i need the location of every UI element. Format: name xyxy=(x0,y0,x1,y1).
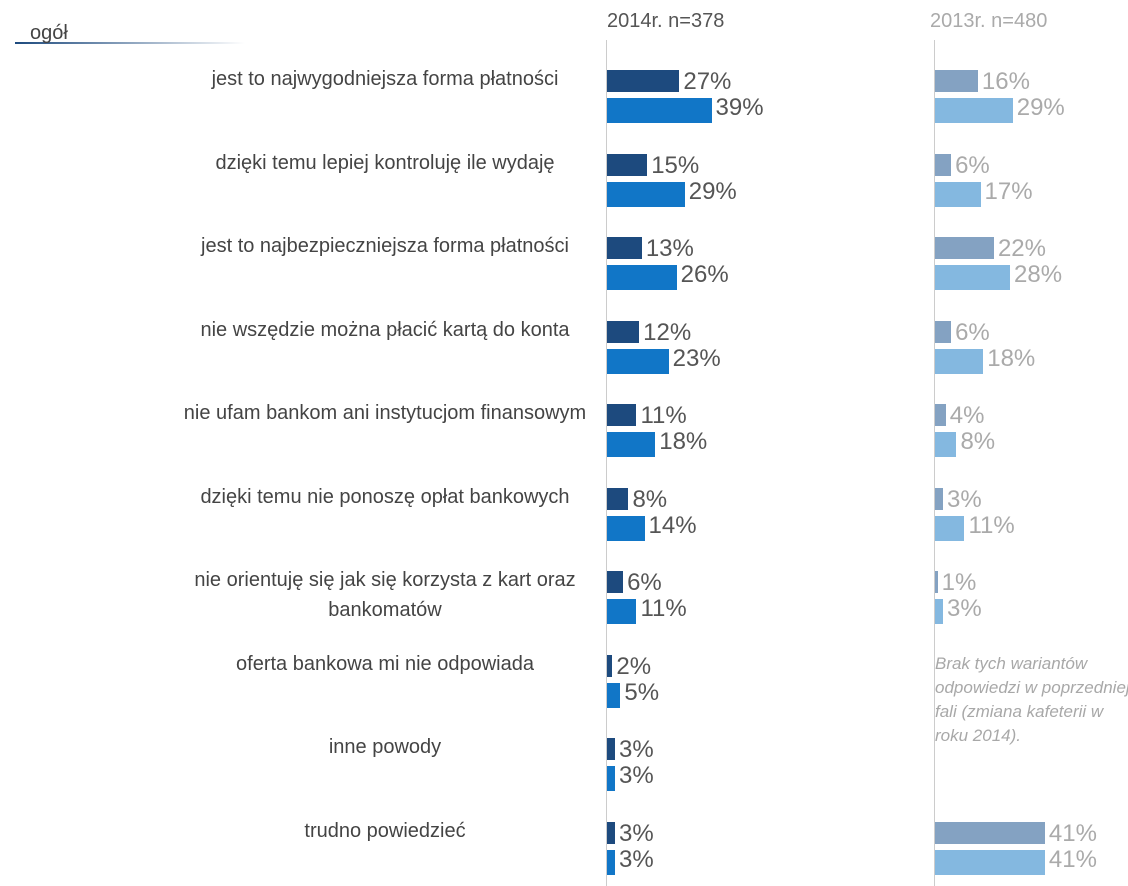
value-label: 16% xyxy=(981,68,1030,95)
bar xyxy=(935,237,994,259)
bar xyxy=(935,265,1011,290)
bar xyxy=(607,682,621,708)
bar xyxy=(607,432,656,457)
value-label: 11% xyxy=(640,402,687,429)
bar xyxy=(607,70,680,92)
value-label: 28% xyxy=(1014,261,1063,288)
axis-line xyxy=(606,40,607,886)
value-label: 18% xyxy=(659,428,708,455)
category-label: nie orientuję się jak się korzysta z kar… xyxy=(194,569,576,621)
note: Brak tych wariantów odpowiedzi w poprzed… xyxy=(935,654,1128,745)
value-label: 29% xyxy=(688,177,737,205)
value-label: 3% xyxy=(619,736,654,763)
bar xyxy=(935,487,944,510)
value-label: 3% xyxy=(619,819,654,847)
bar xyxy=(935,98,1013,123)
value-label: 4% xyxy=(949,402,985,429)
category-label: jest to najbezpieczniejsza forma płatnoś… xyxy=(201,235,569,257)
value-label: 18% xyxy=(987,344,1036,372)
value-label: 29% xyxy=(1016,94,1065,121)
category-label: jest to najwygodniejsza forma płatności xyxy=(211,68,559,90)
value-label: 41% xyxy=(1048,845,1097,873)
bar xyxy=(607,766,616,791)
value-label: 3% xyxy=(947,485,982,513)
value-label: 6% xyxy=(955,151,990,179)
bar xyxy=(607,654,613,677)
bar xyxy=(607,181,685,207)
bar xyxy=(935,432,957,457)
value-label: 14% xyxy=(648,511,697,539)
bar xyxy=(607,571,624,593)
value-label: 6% xyxy=(627,569,662,596)
bar xyxy=(607,849,616,875)
bar xyxy=(935,821,1045,844)
category-label: dzięki temu nie ponoszę opłat bankowych xyxy=(200,485,570,508)
value-label: 12% xyxy=(643,318,692,346)
category-label: trudno powiedzieć xyxy=(304,819,466,842)
bar xyxy=(607,738,616,760)
value-label: 27% xyxy=(683,68,732,95)
value-label: 26% xyxy=(680,261,729,288)
value-label: 8% xyxy=(960,428,996,455)
bar xyxy=(935,320,952,343)
value-label: 17% xyxy=(984,177,1033,205)
value-label: 3% xyxy=(619,762,654,789)
bar xyxy=(607,821,616,844)
header-line xyxy=(15,42,245,44)
value-label: 3% xyxy=(619,845,654,873)
panel-title: 2014r. n=378 xyxy=(607,10,725,32)
category-label: nie ufam bankom ani instytucjom finansow… xyxy=(183,402,587,424)
bar xyxy=(607,487,629,510)
bar xyxy=(935,849,1045,875)
bar xyxy=(607,515,645,541)
group-label: ogół xyxy=(30,22,68,44)
bar xyxy=(935,348,984,374)
bar xyxy=(935,404,946,426)
category-label: dzięki temu lepiej kontroluję ile wydaję xyxy=(215,151,555,174)
axis-line xyxy=(934,40,935,886)
category-label: oferta bankowa mi nie odpowiada xyxy=(236,652,534,675)
bar xyxy=(935,599,944,624)
bar xyxy=(607,599,637,624)
value-label: 39% xyxy=(715,94,764,121)
category-label: nie wszędzie można płacić kartą do konta xyxy=(200,318,570,341)
bar xyxy=(935,153,952,176)
category-label: inne powody xyxy=(328,736,442,758)
value-label: 41% xyxy=(1048,819,1097,847)
bar xyxy=(607,98,712,123)
value-label: 3% xyxy=(947,595,982,622)
bar xyxy=(935,70,978,92)
value-label: 11% xyxy=(968,511,1015,539)
bar xyxy=(935,571,938,593)
bar xyxy=(935,515,965,541)
value-label: 23% xyxy=(672,344,721,372)
bar xyxy=(607,320,640,343)
value-label: 11% xyxy=(640,595,687,622)
value-label: 8% xyxy=(632,485,668,513)
bar xyxy=(607,265,677,290)
bar xyxy=(607,404,637,426)
value-label: 15% xyxy=(651,151,700,179)
value-label: 1% xyxy=(941,569,977,596)
panel-title: 2013r. n=480 xyxy=(930,10,1048,32)
bar xyxy=(935,181,981,207)
value-label: 13% xyxy=(645,235,694,262)
bar xyxy=(607,348,669,374)
value-label: 2% xyxy=(616,652,652,680)
value-label: 6% xyxy=(955,318,990,346)
bar xyxy=(607,153,648,176)
value-label: 22% xyxy=(997,235,1046,262)
bar xyxy=(607,237,642,259)
value-label: 5% xyxy=(624,678,660,706)
